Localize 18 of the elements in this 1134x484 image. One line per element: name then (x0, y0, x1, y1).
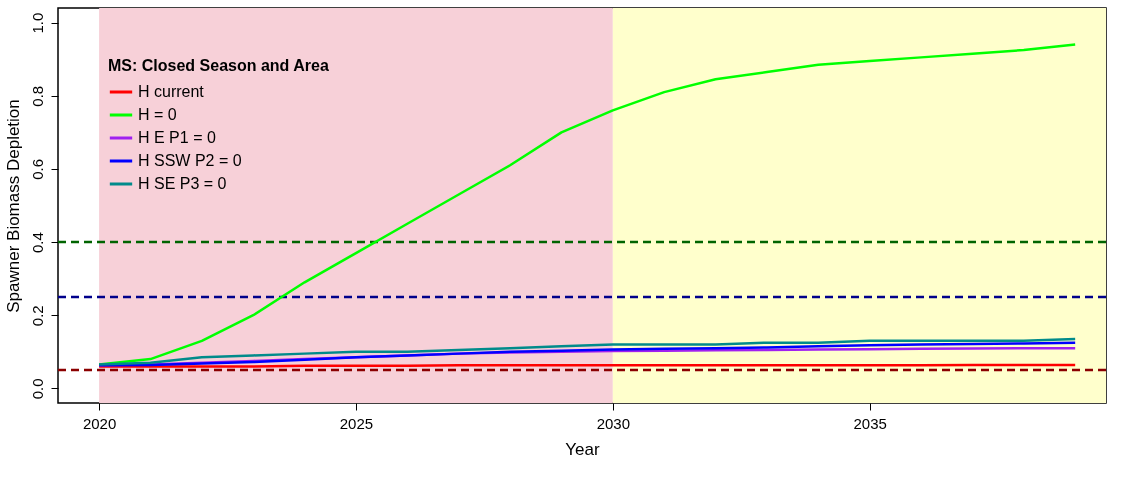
y-axis-title: Spawner Biomass Depletion (3, 99, 23, 313)
y-tick-label: 1.0 (28, 12, 46, 34)
y-tick-label: 0.4 (28, 232, 46, 253)
x-tick-label: 2035 (853, 414, 887, 432)
legend-label: H current (138, 83, 205, 100)
x-tick-label: 2020 (82, 414, 117, 432)
y-tick-label: 0.2 (28, 305, 46, 327)
legend-label: H E P1 = 0 (138, 129, 216, 146)
x-tick-label: 2030 (596, 414, 631, 432)
legend-label: H SSW P2 = 0 (138, 152, 242, 169)
legend-label: H = 0 (138, 106, 177, 123)
x-tick-label: 2025 (339, 414, 374, 432)
y-tick-label: 0.6 (28, 159, 46, 180)
legend-label: H SE P3 = 0 (138, 175, 227, 192)
x-axis-title: Year (565, 439, 601, 459)
y-tick-label: 0.8 (28, 85, 46, 107)
legend-title: MS: Closed Season and Area (108, 57, 329, 74)
y-tick-label: 0.0 (28, 378, 46, 400)
